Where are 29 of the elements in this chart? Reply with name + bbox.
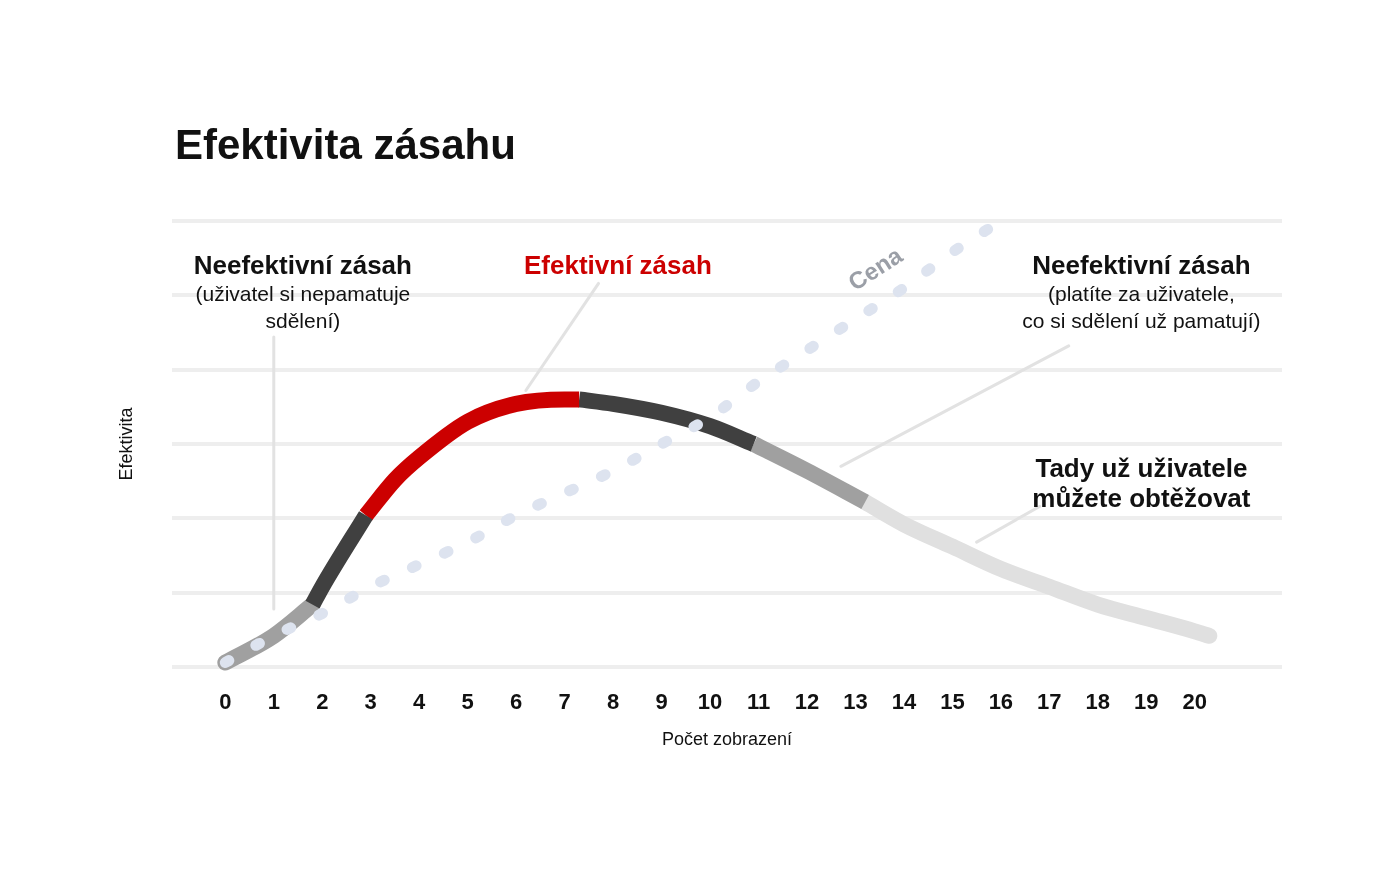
- x-tick-label: 15: [940, 689, 965, 715]
- x-tick-label: 7: [558, 689, 571, 715]
- x-tick-label: 8: [606, 689, 620, 715]
- x-tick-label: 1: [267, 689, 280, 715]
- x-tick-label: 11: [746, 689, 771, 715]
- x-tick-label: 6: [510, 689, 523, 715]
- x-tick-label: 5: [461, 689, 474, 715]
- x-tick-label: 19: [1134, 689, 1159, 715]
- annotation: Efektivní zásah: [524, 249, 712, 280]
- x-tick-label: 10: [697, 689, 723, 715]
- y-axis-title: Efektivita: [115, 406, 136, 481]
- x-tick-label: 16: [988, 689, 1014, 715]
- x-tick-label: 0: [219, 689, 232, 715]
- annotation: Neefektivní zásah (platíte za uživatele, co si sdělení už pamatují): [1022, 249, 1261, 334]
- x-tick-label: 20: [1182, 689, 1207, 715]
- x-tick-label: 4: [413, 689, 427, 715]
- x-tick-label: 13: [843, 689, 868, 715]
- x-tick-label: 2: [316, 689, 329, 715]
- x-axis-title: Počet zobrazení: [661, 729, 793, 750]
- x-tick-label: 12: [794, 689, 820, 715]
- x-tick-label: 3: [364, 689, 377, 715]
- x-tick-label: 9: [655, 689, 668, 715]
- annotation: Tady už uživatele můžete obtěžovat: [1032, 452, 1251, 513]
- annotation: Neefektivní zásah (uživatel si nepamatuje sdělení): [193, 249, 412, 334]
- x-tick-label: 18: [1085, 689, 1111, 715]
- x-tick-label: 17: [1037, 689, 1062, 715]
- x-tick-label: 14: [891, 689, 917, 715]
- chart-title: Efektivita zásahu: [175, 121, 516, 169]
- text: Cena: [843, 241, 908, 296]
